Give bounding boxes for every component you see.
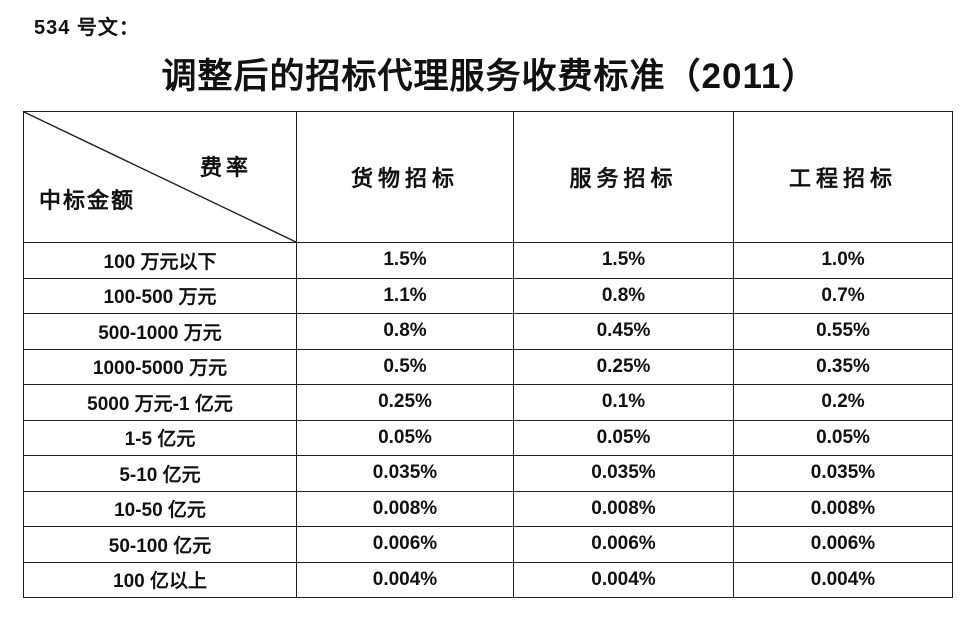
fee-cell-goods: 0.004% <box>296 561 514 598</box>
fee-cell-engineering: 1.0% <box>733 242 953 279</box>
row-label-amount-tier: 10-50 亿元 <box>23 490 297 527</box>
table-row: 10-50 亿元 0.008% 0.008% 0.008% <box>23 490 953 527</box>
fee-cell-service: 1.5% <box>513 242 734 279</box>
page-title: 调整后的招标代理服务收费标准（2011） <box>161 57 818 96</box>
fee-table-body: 100 万元以下 1.5% 1.5% 1.0% 100-500 万元 1.1% … <box>23 242 953 598</box>
table-row: 50-100 亿元 0.006% 0.006% 0.006% <box>23 526 953 563</box>
row-label-amount-tier: 1000-5000 万元 <box>23 348 297 385</box>
fee-cell-service: 0.25% <box>513 348 734 385</box>
fee-cell-goods: 0.5% <box>296 348 514 385</box>
table-row: 5-10 亿元 0.035% 0.035% 0.035% <box>23 455 953 492</box>
fee-cell-service: 0.05% <box>513 419 734 456</box>
column-header-service-bidding: 服务招标 <box>513 111 734 243</box>
row-label-amount-tier: 100 万元以下 <box>23 242 297 279</box>
fee-cell-goods: 0.05% <box>296 419 514 456</box>
fee-cell-service: 0.008% <box>513 490 734 527</box>
header-row: 费率 中标金额 货物招标 服务招标 工程招标 <box>23 111 953 243</box>
row-label-amount-tier: 500-1000 万元 <box>23 313 297 350</box>
fee-cell-goods: 0.25% <box>296 384 514 421</box>
row-label-amount-tier: 100-500 万元 <box>23 277 297 314</box>
fee-cell-goods: 0.8% <box>296 313 514 350</box>
fee-cell-service: 0.1% <box>513 384 734 421</box>
table-row: 1-5 亿元 0.05% 0.05% 0.05% <box>23 419 953 456</box>
fee-cell-engineering: 0.006% <box>733 526 953 563</box>
table-row: 100-500 万元 1.1% 0.8% 0.7% <box>23 277 953 314</box>
fee-cell-goods: 0.035% <box>296 455 514 492</box>
column-header-engineering-bidding: 工程招标 <box>733 111 953 243</box>
fee-cell-engineering: 0.008% <box>733 490 953 527</box>
table-row: 100 亿以上 0.004% 0.004% 0.004% <box>23 561 953 598</box>
table-row: 1000-5000 万元 0.5% 0.25% 0.35% <box>23 348 953 385</box>
row-label-amount-tier: 5-10 亿元 <box>23 455 297 492</box>
fee-cell-goods: 0.006% <box>296 526 514 563</box>
row-label-amount-tier: 50-100 亿元 <box>23 526 297 563</box>
table-row: 5000 万元-1 亿元 0.25% 0.1% 0.2% <box>23 384 953 421</box>
fee-cell-engineering: 0.2% <box>733 384 953 421</box>
fee-cell-service: 0.004% <box>513 561 734 598</box>
row-label-amount-tier: 100 亿以上 <box>23 561 297 598</box>
corner-cell: 费率 中标金额 <box>23 111 297 243</box>
fee-cell-engineering: 0.035% <box>733 455 953 492</box>
row-label-amount-tier: 5000 万元-1 亿元 <box>23 384 297 421</box>
fee-cell-goods: 1.5% <box>296 242 514 279</box>
fee-cell-engineering: 0.55% <box>733 313 953 350</box>
fee-cell-service: 0.035% <box>513 455 734 492</box>
diagonal-divider-line <box>24 112 296 242</box>
fee-cell-service: 0.8% <box>513 277 734 314</box>
table-row: 100 万元以下 1.5% 1.5% 1.0% <box>23 242 953 279</box>
fee-cell-goods: 0.008% <box>296 490 514 527</box>
fee-table: 费率 中标金额 货物招标 服务招标 工程招标 100 万元以下 1.5% 1.5… <box>23 111 953 598</box>
doc-number-label: 534 号文： <box>34 17 140 39</box>
table-row: 500-1000 万元 0.8% 0.45% 0.55% <box>23 313 953 350</box>
fee-cell-service: 0.006% <box>513 526 734 563</box>
fee-cell-engineering: 0.004% <box>733 561 953 598</box>
corner-label-rate: 费率 <box>199 155 252 180</box>
fee-cell-engineering: 0.7% <box>733 277 953 314</box>
fee-cell-engineering: 0.05% <box>733 419 953 456</box>
corner-label-amount: 中标金额 <box>39 188 136 213</box>
fee-cell-engineering: 0.35% <box>733 348 953 385</box>
fee-cell-service: 0.45% <box>513 313 734 350</box>
fee-cell-goods: 1.1% <box>296 277 514 314</box>
row-label-amount-tier: 1-5 亿元 <box>23 419 297 456</box>
column-header-goods-bidding: 货物招标 <box>296 111 514 243</box>
